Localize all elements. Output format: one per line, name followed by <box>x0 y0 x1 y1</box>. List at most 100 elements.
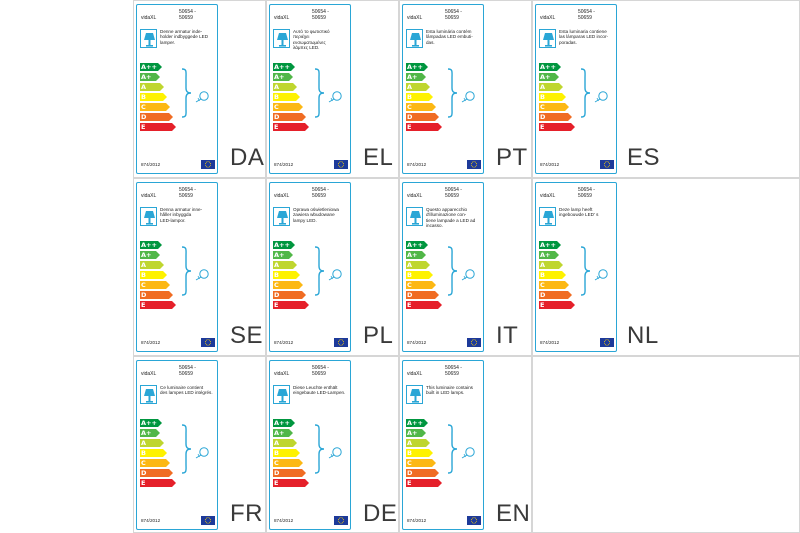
energy-class-bar: A <box>140 439 164 447</box>
energy-class-bar: A+ <box>273 73 293 81</box>
energy-class-scale: A++ A+ A B C D E <box>406 419 442 489</box>
energy-label: vidaXL 50654 - 50659 This luminaire cont… <box>402 360 484 530</box>
language-code: PL <box>363 322 394 349</box>
energy-class-label: D <box>407 291 413 299</box>
energy-class-bar: E <box>406 301 442 309</box>
brace-icon <box>181 246 192 296</box>
energy-class-bar: C <box>406 459 436 467</box>
regulation-number: 874/2012 <box>141 162 161 167</box>
energy-class-bar: A <box>539 261 563 269</box>
energy-class-bar: A++ <box>273 63 295 71</box>
brand-name: vidaXL <box>274 15 290 21</box>
label-description: Esta luminária contém lâmpadas LED embut… <box>426 29 473 45</box>
eu-flag-icon <box>201 338 215 347</box>
eu-flag-icon <box>334 160 348 169</box>
bulb-icon <box>328 447 342 459</box>
lamp-icon <box>406 29 423 48</box>
energy-class-scale: A++ A+ A B C D E <box>140 419 176 489</box>
energy-class-label: E <box>407 301 412 309</box>
brace-icon <box>314 68 325 118</box>
energy-class-bar: A++ <box>273 241 295 249</box>
energy-class-label: A+ <box>141 251 152 259</box>
energy-class-label: D <box>407 469 413 477</box>
label-cell: vidaXL 50654 - 50659 Oprawa oświetleniow… <box>266 178 399 356</box>
energy-class-bar: D <box>273 469 306 477</box>
brace-icon <box>314 424 325 474</box>
energy-class-label: B <box>274 449 279 457</box>
energy-class-label: E <box>407 479 412 487</box>
energy-class-label: D <box>141 113 147 121</box>
model-code: 50654 - 50659 <box>179 9 196 21</box>
language-code: NL <box>627 322 659 349</box>
energy-class-label: A++ <box>407 419 423 427</box>
energy-class-bar: A+ <box>273 251 293 259</box>
regulation-number: 874/2012 <box>407 162 427 167</box>
energy-class-label: A <box>407 439 413 447</box>
energy-class-bar: D <box>140 113 173 121</box>
energy-class-bar: A <box>406 439 430 447</box>
label-cell: vidaXL 50654 - 50659 Diese Leuchte enthä… <box>266 356 399 533</box>
model-code: 50654 - 50659 <box>445 187 462 199</box>
brace-icon <box>580 68 591 118</box>
label-cell: vidaXL 50654 - 50659 Denne armatur inde-… <box>133 0 266 178</box>
lamp-icon <box>406 385 423 404</box>
bulb-icon <box>461 447 475 459</box>
energy-label: vidaXL 50654 - 50659 Diese Leuchte enthä… <box>269 360 351 530</box>
eu-flag-icon <box>334 516 348 525</box>
language-code: EL <box>363 144 394 171</box>
regulation-number: 874/2012 <box>407 518 427 523</box>
label-description: Denne armatur inde- holder indbyggede LE… <box>160 29 209 45</box>
energy-class-bar: B <box>140 93 167 101</box>
energy-class-bar: E <box>539 301 575 309</box>
energy-class-label: D <box>540 291 546 299</box>
energy-class-label: E <box>540 123 545 131</box>
energy-class-label: A+ <box>141 429 152 437</box>
label-cell: vidaXL 50654 - 50659 Questo apparecchio … <box>399 178 532 356</box>
energy-class-bar: A <box>273 83 297 91</box>
brace-icon <box>447 424 458 474</box>
energy-class-bar: A+ <box>140 251 160 259</box>
energy-class-label: C <box>407 103 412 111</box>
energy-class-label: A++ <box>274 63 290 71</box>
energy-class-bar: B <box>140 449 167 457</box>
eu-flag-icon <box>600 338 614 347</box>
label-description: Deze lamp heeft ingebouwde LED' s <box>559 207 599 218</box>
energy-class-bar: E <box>406 123 442 131</box>
energy-class-label: A <box>540 83 546 91</box>
energy-class-label: A+ <box>540 73 551 81</box>
language-code: DA <box>230 144 265 171</box>
energy-class-bar: B <box>140 271 167 279</box>
energy-class-bar: C <box>273 103 303 111</box>
energy-class-bar: D <box>406 113 439 121</box>
energy-class-bar: A++ <box>539 241 561 249</box>
model-code: 50654 - 50659 <box>445 9 462 21</box>
language-code: EN <box>496 500 531 527</box>
energy-class-scale: A++ A+ A B C D E <box>273 241 309 311</box>
energy-class-label: D <box>274 469 280 477</box>
label-cell: vidaXL 50654 - 50659 This luminaire cont… <box>399 356 532 533</box>
energy-class-bar: A <box>140 83 164 91</box>
model-code: 50654 - 50659 <box>312 187 329 199</box>
bulb-icon <box>461 91 475 103</box>
eu-flag-icon <box>467 338 481 347</box>
bulb-icon <box>461 269 475 281</box>
energy-class-label: E <box>274 301 279 309</box>
energy-class-label: B <box>407 271 412 279</box>
energy-class-bar: A+ <box>539 73 559 81</box>
energy-label: vidaXL 50654 - 50659 Denna armatur inne-… <box>136 182 218 352</box>
energy-class-bar: C <box>539 103 569 111</box>
energy-class-bar: A+ <box>406 73 426 81</box>
energy-class-bar: A <box>273 439 297 447</box>
energy-class-label: A++ <box>274 241 290 249</box>
energy-class-label: C <box>141 103 146 111</box>
energy-class-label: C <box>141 459 146 467</box>
energy-class-label: B <box>540 271 545 279</box>
lamp-icon <box>539 29 556 48</box>
eu-flag-icon <box>600 160 614 169</box>
energy-class-bar: B <box>273 449 300 457</box>
eu-flag-icon <box>201 160 215 169</box>
energy-class-bar: B <box>539 271 566 279</box>
energy-class-label: C <box>274 281 279 289</box>
energy-class-bar: B <box>406 93 433 101</box>
label-description: Denna armatur inne- håller inbyggda LED-… <box>160 207 203 223</box>
